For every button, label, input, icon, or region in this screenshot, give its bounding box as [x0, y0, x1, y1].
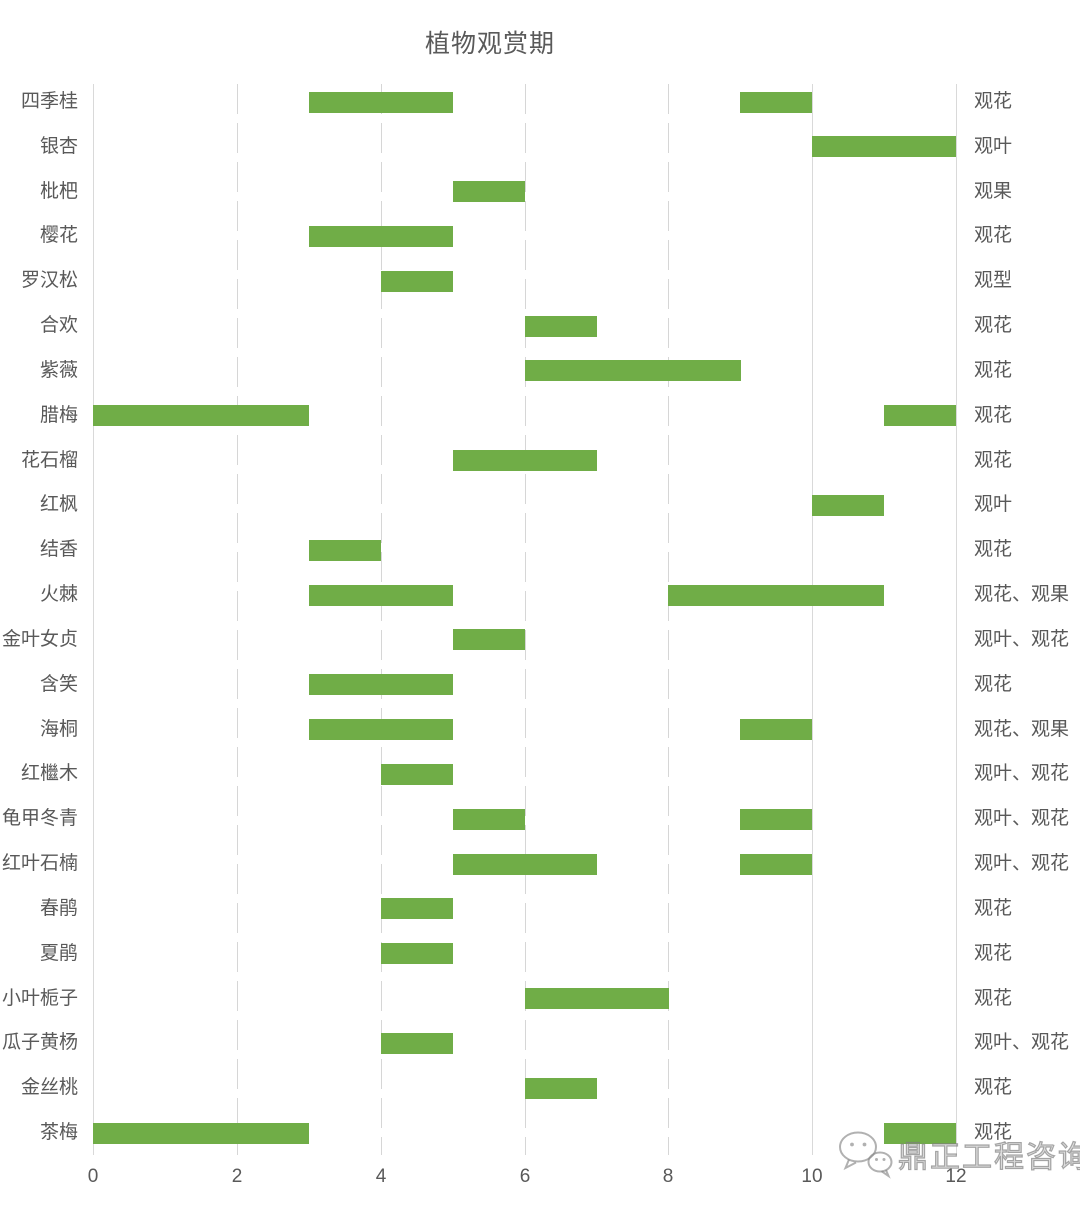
plant-name-label: 枇杷 [39, 181, 78, 202]
view-type-label: 观花、观果 [974, 584, 1070, 605]
period-bar [381, 1033, 453, 1054]
period-bar [740, 719, 812, 740]
period-bar [381, 764, 453, 785]
period-bar [740, 809, 812, 830]
plant-name-label: 银杏 [39, 136, 78, 157]
x-tick-label: 6 [519, 1166, 531, 1187]
view-type-label: 观叶、观花 [974, 629, 1070, 650]
gridline-month-0 [93, 84, 94, 1155]
gridline-month-4 [381, 84, 382, 1155]
period-bar [309, 585, 453, 606]
plant-name-label: 夏鹃 [39, 943, 78, 964]
view-type-label: 观花 [974, 405, 1013, 426]
period-bar [93, 1123, 309, 1144]
view-type-label: 观花 [974, 315, 1013, 336]
x-tick-label: 8 [662, 1166, 674, 1187]
period-bar [309, 719, 453, 740]
plant-name-label: 含笑 [39, 674, 78, 695]
period-bar [812, 495, 884, 516]
chart-title: 植物观赏期 [424, 30, 555, 58]
view-type-label: 观花 [974, 943, 1013, 964]
plant-name-label: 罗汉松 [20, 270, 78, 291]
plant-name-label: 龟甲冬青 [1, 808, 78, 829]
gridline-month-12 [956, 84, 957, 1155]
view-type-label: 观花 [974, 225, 1013, 246]
view-type-label: 观花 [974, 539, 1013, 560]
plant-name-label: 合欢 [39, 315, 78, 336]
x-tick-label: 12 [945, 1166, 967, 1187]
period-bar [525, 988, 669, 1009]
period-bar [453, 450, 597, 471]
plant-name-label: 樱花 [39, 225, 78, 246]
view-type-label: 观花 [974, 360, 1013, 381]
x-tick-label: 0 [87, 1166, 99, 1187]
period-bar [740, 854, 812, 875]
plant-name-label: 红枫 [39, 494, 78, 515]
x-tick-label: 10 [801, 1166, 823, 1187]
plant-name-label: 金叶女贞 [1, 629, 78, 650]
plant-name-label: 火棘 [39, 584, 78, 605]
period-bar [453, 809, 525, 830]
view-type-label: 观花 [974, 450, 1013, 471]
plant-name-label: 紫薇 [39, 360, 78, 381]
view-type-label: 观花 [974, 988, 1013, 1009]
period-bar [525, 360, 741, 381]
view-type-label: 观花 [974, 91, 1013, 112]
plant-name-label: 腊梅 [39, 405, 78, 426]
view-type-label: 观花 [974, 674, 1013, 695]
plant-name-label: 结香 [39, 539, 78, 560]
view-type-label: 观叶、观花 [974, 763, 1070, 784]
period-bar [309, 92, 453, 113]
view-type-label: 观花 [974, 1122, 1013, 1143]
period-bar [453, 181, 525, 202]
view-type-label: 观叶、观花 [974, 1032, 1070, 1053]
plant-name-label: 红叶石楠 [1, 853, 78, 874]
period-bar [884, 1123, 956, 1144]
period-bar [453, 629, 525, 650]
period-bar [525, 316, 597, 337]
gridline-month-8 [668, 84, 669, 1155]
plant-name-label: 花石榴 [20, 450, 78, 471]
gridline-month-6 [525, 84, 526, 1155]
period-bar [812, 136, 956, 157]
period-bar [668, 585, 884, 606]
x-tick-label: 4 [375, 1166, 387, 1187]
plant-name-label: 金丝桃 [20, 1077, 78, 1098]
period-bar [309, 674, 453, 695]
gridline-month-2 [237, 84, 238, 1155]
period-bar [309, 226, 453, 247]
period-bar [381, 898, 453, 919]
plant-name-label: 红檵木 [20, 763, 78, 784]
view-type-label: 观花 [974, 898, 1013, 919]
plant-name-label: 小叶栀子 [1, 988, 78, 1009]
view-type-label: 观花、观果 [974, 719, 1070, 740]
plant-name-label: 瓜子黄杨 [1, 1032, 78, 1053]
plant-name-label: 海桐 [39, 719, 78, 740]
plant-name-label: 茶梅 [39, 1122, 78, 1143]
view-type-label: 观叶 [974, 494, 1013, 515]
view-type-label: 观叶、观花 [974, 808, 1070, 829]
period-bar [740, 92, 812, 113]
plant-name-label: 春鹃 [39, 898, 78, 919]
view-type-label: 观花 [974, 1077, 1013, 1098]
period-bar [309, 540, 381, 561]
x-tick-label: 2 [231, 1166, 243, 1187]
period-bar [381, 943, 453, 964]
view-type-label: 观叶 [974, 136, 1013, 157]
view-type-label: 观果 [974, 181, 1013, 202]
view-type-label: 观型 [974, 270, 1013, 291]
period-bar [525, 1078, 597, 1099]
gridline-month-10 [812, 84, 813, 1155]
period-bar [453, 854, 597, 875]
view-type-label: 观叶、观花 [974, 853, 1070, 874]
period-bar [381, 271, 453, 292]
period-bar [93, 405, 309, 426]
plant-name-label: 四季桂 [20, 91, 78, 112]
period-bar [884, 405, 956, 426]
